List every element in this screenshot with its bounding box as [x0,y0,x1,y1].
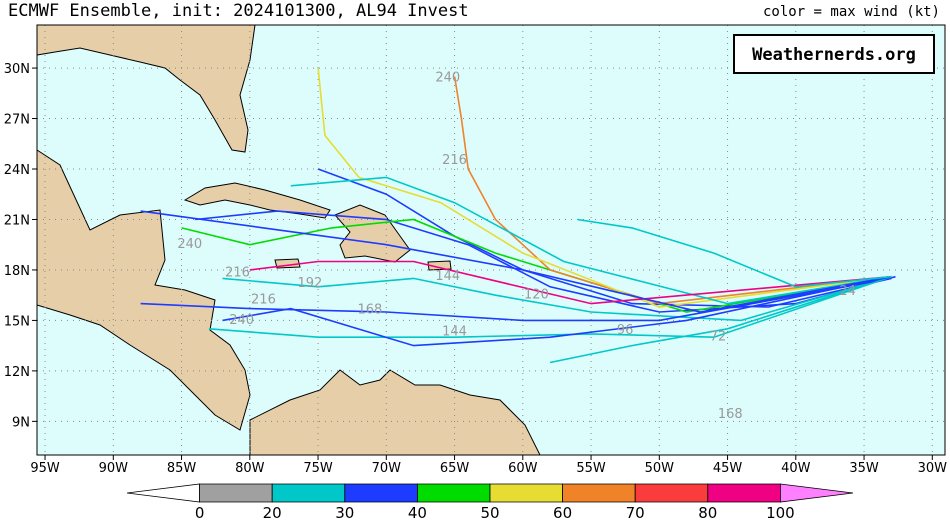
hour-label: 216 [251,293,276,308]
colorbar-bin [780,483,854,503]
y-tick-label: 12N [4,365,30,380]
x-tick-label: 50W [645,461,675,476]
colorbar-bin [562,483,636,503]
colorbar-label: 60 [553,504,572,522]
track [577,218,892,288]
x-tick-label: 45W [713,461,743,476]
colorbar-label: 80 [698,504,717,522]
watermark-box [733,34,935,74]
hour-label: 120 [524,288,549,303]
x-tick-label: 60W [508,461,538,476]
colorbar-bin [417,483,491,503]
x-tick-label: 35W [849,461,879,476]
ocean [37,25,945,455]
hour-label: 144 [442,325,467,340]
hour-label: 240 [177,237,202,252]
colorbar-label: 100 [766,504,795,522]
map-frame [36,24,946,456]
hour-label: 144 [435,269,460,284]
colorbar-bin [271,483,346,503]
colorbar-bin [489,483,563,503]
colorbar: 0 20 30 40 50 60 70 80 100 [126,483,854,522]
track [140,277,892,322]
track [249,260,892,305]
hour-label: 240 [229,313,254,328]
hour-label: 192 [297,276,322,291]
x-tick-label: 95W [30,461,60,476]
y-tick-label: 30N [4,62,30,77]
hour-label: 96 [617,323,634,338]
colorbar-label: 0 [195,504,205,522]
hour-label: 240 [435,71,460,86]
colorbar-label: 70 [626,504,645,522]
track [181,218,892,313]
track [549,275,892,364]
track [222,275,892,347]
colorbar-label: 20 [263,504,282,522]
x-tick-label: 40W [781,461,811,476]
x-tick-label: 80W [235,461,265,476]
track [317,68,892,308]
hour-label: 216 [225,266,250,281]
colorbar-bin [634,483,709,503]
hour-label: 24 [839,284,856,299]
x-tick-label: 90W [99,461,129,476]
track [195,210,896,313]
colorbar-bin [126,483,200,503]
y-tick-label: 9N [12,415,30,430]
colorbar-bin [707,483,781,503]
x-tick-label: 65W [440,461,470,476]
hour-label: 168 [358,303,383,318]
title: ECMWF Ensemble, init: 2024101300, AL94 I… [8,1,469,21]
track [140,210,892,313]
colorbar-label: 40 [408,504,427,522]
colorbar-label: 30 [335,504,354,522]
y-tick-label: 27N [4,113,30,128]
track [290,176,892,305]
y-tick-label: 24N [4,163,30,178]
track [453,76,892,305]
y-tick-label: 15N [4,314,30,329]
watermark: Weathernerds.org [752,45,916,65]
hour-label: 216 [442,153,467,168]
hour-label: 72 [710,330,727,345]
hour-label: 168 [718,407,743,422]
x-tick-label: 30W [918,461,948,476]
colorbar-label: 50 [480,504,499,522]
y-tick-label: 21N [4,213,30,228]
x-tick-label: 75W [303,461,333,476]
x-tick-label: 85W [167,461,197,476]
y-tick-label: 18N [4,264,30,279]
colorbar-bin [344,483,418,503]
x-tick-label: 55W [576,461,606,476]
hour-labels: 240 216 240 216 192 168 144 144 120 96 72 24 168 240 2… [177,71,856,422]
track [222,275,892,322]
colorbar-bin [199,483,273,503]
legend-note: color = max wind (kt) [763,4,940,20]
x-tick-label: 70W [372,461,402,476]
track [208,275,892,339]
land [36,24,541,456]
tracks [140,68,896,364]
